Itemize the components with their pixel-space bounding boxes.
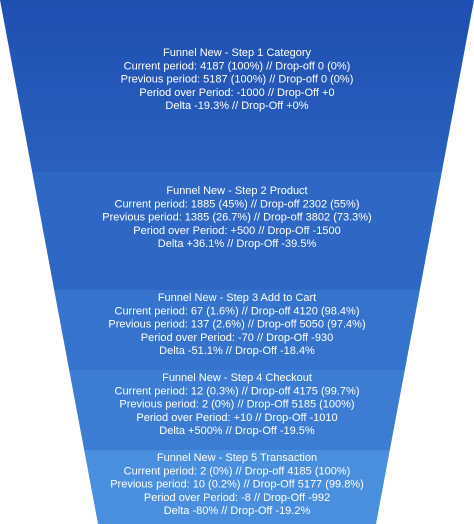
funnel-stage-5[interactable] xyxy=(84,450,390,524)
stage-stat-line: Delta -51.1% // Drop-Off -18.4% xyxy=(159,345,315,357)
stage-stat-line: Period over Period: -70 // Drop-Off -930 xyxy=(141,332,333,344)
stage-title: Funnel New - Step 2 Product xyxy=(166,185,307,197)
stage-stat-line: Period over Period: +500 // Drop-Off -15… xyxy=(133,225,340,237)
stage-stat-line: Previous period: 10 (0.2%) // Drop-Off 5… xyxy=(110,479,364,491)
stage-title: Funnel New - Step 4 Checkout xyxy=(162,372,312,384)
stage-stat-line: Delta -80% // Drop-Off -19.2% xyxy=(164,505,311,517)
funnel-stage-3[interactable] xyxy=(54,290,420,370)
stage-stat-line: Current period: 67 (1.6%) // Drop-off 41… xyxy=(115,305,360,317)
stage-title: Funnel New - Step 3 Add to Cart xyxy=(158,292,316,304)
stage-stat-line: Current period: 2 (0%) // Drop-off 4185 … xyxy=(124,465,351,477)
stage-stat-line: Period over Period: -8 // Drop-Off -992 xyxy=(144,492,330,504)
stage-stat-line: Delta -19.3% // Drop-Off +0% xyxy=(165,100,308,112)
stage-stat-line: Previous period: 1385 (26.7%) // Drop-of… xyxy=(102,212,371,224)
stage-stat-line: Current period: 12 (0.3%) // Drop-off 41… xyxy=(115,385,360,397)
stage-stat-line: Current period: 4187 (100%) // Drop-off … xyxy=(124,60,351,72)
funnel-stage-4[interactable] xyxy=(69,370,405,450)
stage-stat-line: Period over Period: +10 // Drop-Off -101… xyxy=(136,412,337,424)
stage-title: Funnel New - Step 5 Transaction xyxy=(157,452,317,464)
stage-title: Funnel New - Step 1 Category xyxy=(163,47,311,59)
stage-stat-line: Delta +500% // Drop-Off -19.5% xyxy=(159,425,315,437)
funnel-stage-1[interactable] xyxy=(0,0,474,172)
stage-stat-line: Previous period: 2 (0%) // Drop-Off 5185… xyxy=(119,399,354,411)
stage-stat-line: Previous period: 5187 (100%) // Drop-off… xyxy=(121,74,354,86)
stage-stat-line: Current period: 1885 (45%) // Drop-off 2… xyxy=(115,198,360,210)
stage-stat-line: Delta +36.1% // Drop-Off -39.5% xyxy=(158,238,317,250)
stage-stat-line: Previous period: 137 (2.6%) // Drop-off … xyxy=(108,319,365,331)
funnel-stage-2[interactable] xyxy=(32,172,442,290)
stage-stat-line: Period over Period: -1000 // Drop-Off +0 xyxy=(139,87,334,99)
